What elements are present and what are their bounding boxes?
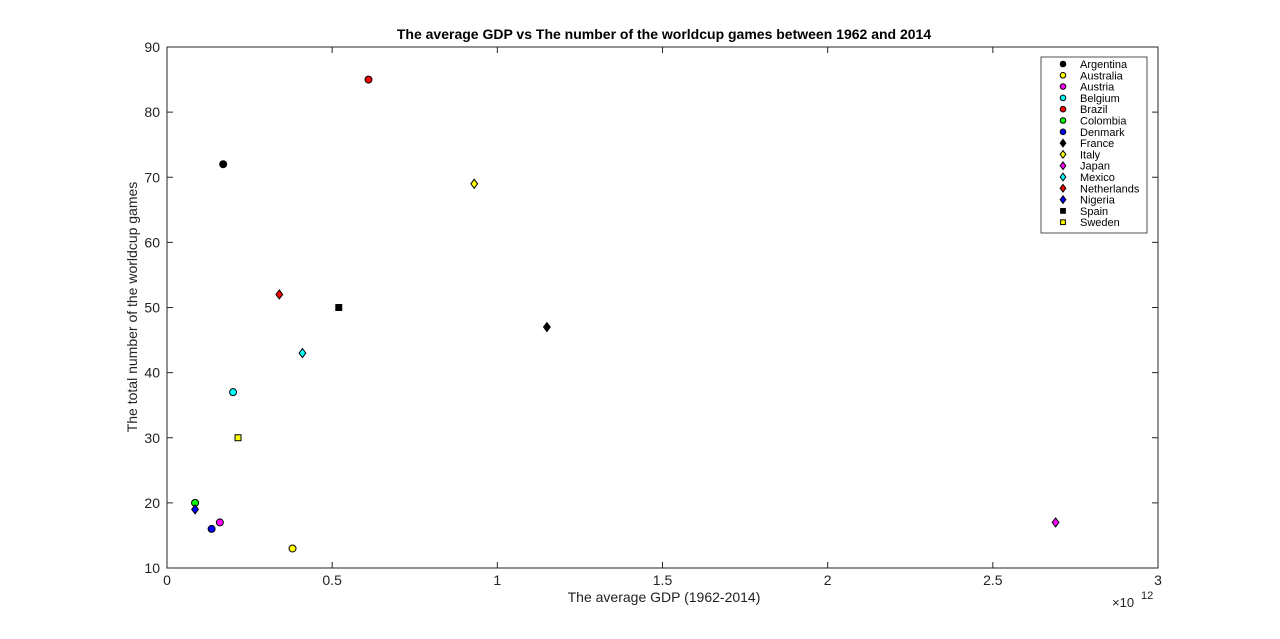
data-point-mexico bbox=[298, 347, 307, 359]
y-tick-label: 10 bbox=[144, 560, 160, 576]
legend-item-mexico: Mexico bbox=[1059, 172, 1115, 184]
y-axis-label: The total number of the worldcup games bbox=[124, 182, 140, 433]
legend-item-japan: Japan bbox=[1059, 161, 1110, 173]
y-tick-label: 20 bbox=[144, 495, 160, 511]
legend-marker bbox=[1059, 161, 1067, 171]
legend-marker bbox=[1059, 172, 1067, 182]
data-point-france bbox=[542, 321, 551, 333]
data-point-sweden bbox=[234, 434, 242, 442]
x-tick-label: 1 bbox=[493, 572, 501, 588]
legend-marker bbox=[1059, 72, 1067, 79]
legend-item-colombia: Colombia bbox=[1059, 116, 1127, 128]
legend-label: Australia bbox=[1080, 70, 1124, 82]
legend-marker bbox=[1060, 219, 1066, 226]
x-exponent-base: ×10 bbox=[1112, 595, 1134, 610]
legend-item-spain: Spain bbox=[1060, 206, 1108, 218]
data-point-austria bbox=[215, 518, 224, 527]
legend-marker bbox=[1059, 105, 1067, 113]
legend-label: Brazil bbox=[1080, 104, 1108, 116]
legend-item-austria: Austria bbox=[1059, 82, 1115, 94]
legend-item-brazil: Brazil bbox=[1059, 104, 1108, 116]
data-point-nigeria bbox=[191, 504, 200, 515]
legend-marker bbox=[1059, 60, 1067, 68]
legend-item-netherlands: Netherlands bbox=[1059, 183, 1140, 195]
legend-marker bbox=[1059, 94, 1067, 102]
y-tick-label: 70 bbox=[144, 169, 160, 185]
data-point-spain bbox=[335, 304, 343, 311]
legend-marker bbox=[1059, 194, 1067, 205]
legend-label: Argentina bbox=[1080, 59, 1128, 71]
legend-marker bbox=[1059, 83, 1067, 90]
x-tick-label: 0 bbox=[163, 572, 171, 588]
x-tick-label: 2.5 bbox=[983, 572, 1003, 588]
plot-area bbox=[166, 46, 1159, 569]
legend-marker bbox=[1059, 117, 1067, 124]
legend-items: ArgentinaAustraliaAustriaBelgiumBrazilCo… bbox=[1059, 59, 1140, 229]
legend-label: Nigeria bbox=[1080, 195, 1116, 207]
legend-label: Austria bbox=[1080, 82, 1115, 94]
legend-marker bbox=[1059, 128, 1067, 136]
legend-label: Netherlands bbox=[1080, 183, 1140, 195]
y-tick-label: 90 bbox=[144, 39, 160, 55]
legend-item-australia: Australia bbox=[1059, 70, 1124, 82]
y-tick-label: 80 bbox=[144, 104, 160, 120]
legend-marker bbox=[1059, 183, 1067, 193]
legend-label: Japan bbox=[1080, 161, 1110, 173]
x-axis-label: The average GDP (1962-2014) bbox=[568, 589, 761, 605]
data-point-brazil bbox=[364, 75, 373, 84]
legend-marker bbox=[1059, 138, 1067, 148]
ticks-layer: 0 0.5 1 1.5 2 2.5 3 10 20 30 40 50 60 70 80 90 bbox=[144, 39, 1162, 588]
data-point-japan bbox=[1051, 517, 1060, 528]
y-tick-label: 60 bbox=[144, 234, 160, 250]
y-tick-label: 30 bbox=[144, 430, 160, 446]
legend-item-argentina: Argentina bbox=[1059, 59, 1128, 71]
legend-item-belgium: Belgium bbox=[1059, 93, 1120, 105]
legend-marker bbox=[1059, 149, 1067, 160]
legend-box bbox=[1040, 56, 1148, 234]
legend-label: France bbox=[1080, 138, 1114, 150]
legend-item-nigeria: Nigeria bbox=[1059, 194, 1116, 207]
chart-title: The average GDP vs The number of the wor… bbox=[397, 26, 931, 42]
data-point-italy bbox=[470, 178, 479, 190]
x-tick-label: 1.5 bbox=[653, 572, 673, 588]
legend-label: Italy bbox=[1080, 149, 1101, 161]
x-exponent: ×10 12 bbox=[1112, 590, 1153, 610]
legend-label: Mexico bbox=[1080, 172, 1115, 184]
x-tick-label: 3 bbox=[1154, 572, 1162, 588]
legend-item-france: France bbox=[1059, 138, 1114, 150]
legend-label: Colombia bbox=[1080, 116, 1127, 128]
legend-item-sweden: Sweden bbox=[1060, 217, 1120, 229]
x-exponent-power: 12 bbox=[1141, 590, 1153, 602]
x-tick-label: 2 bbox=[824, 572, 832, 588]
x-tick-label: 0.5 bbox=[322, 572, 342, 588]
legend-label: Denmark bbox=[1080, 127, 1125, 139]
data-point-australia bbox=[288, 544, 297, 553]
legend-item-italy: Italy bbox=[1059, 149, 1101, 161]
legend-label: Sweden bbox=[1080, 217, 1120, 229]
legend-label: Spain bbox=[1080, 206, 1108, 218]
data-point-belgium bbox=[229, 388, 238, 397]
data-point-denmark bbox=[207, 524, 216, 533]
legend-label: Belgium bbox=[1080, 93, 1120, 105]
legend: ArgentinaAustraliaAustriaBelgiumBrazilCo… bbox=[1040, 56, 1148, 234]
data-point-argentina bbox=[219, 160, 228, 169]
legend-marker bbox=[1060, 208, 1066, 214]
y-tick-label: 40 bbox=[144, 365, 160, 381]
legend-item-denmark: Denmark bbox=[1059, 127, 1125, 139]
data-points bbox=[191, 75, 1060, 553]
y-tick-label: 50 bbox=[144, 300, 160, 316]
data-point-netherlands bbox=[275, 289, 284, 300]
